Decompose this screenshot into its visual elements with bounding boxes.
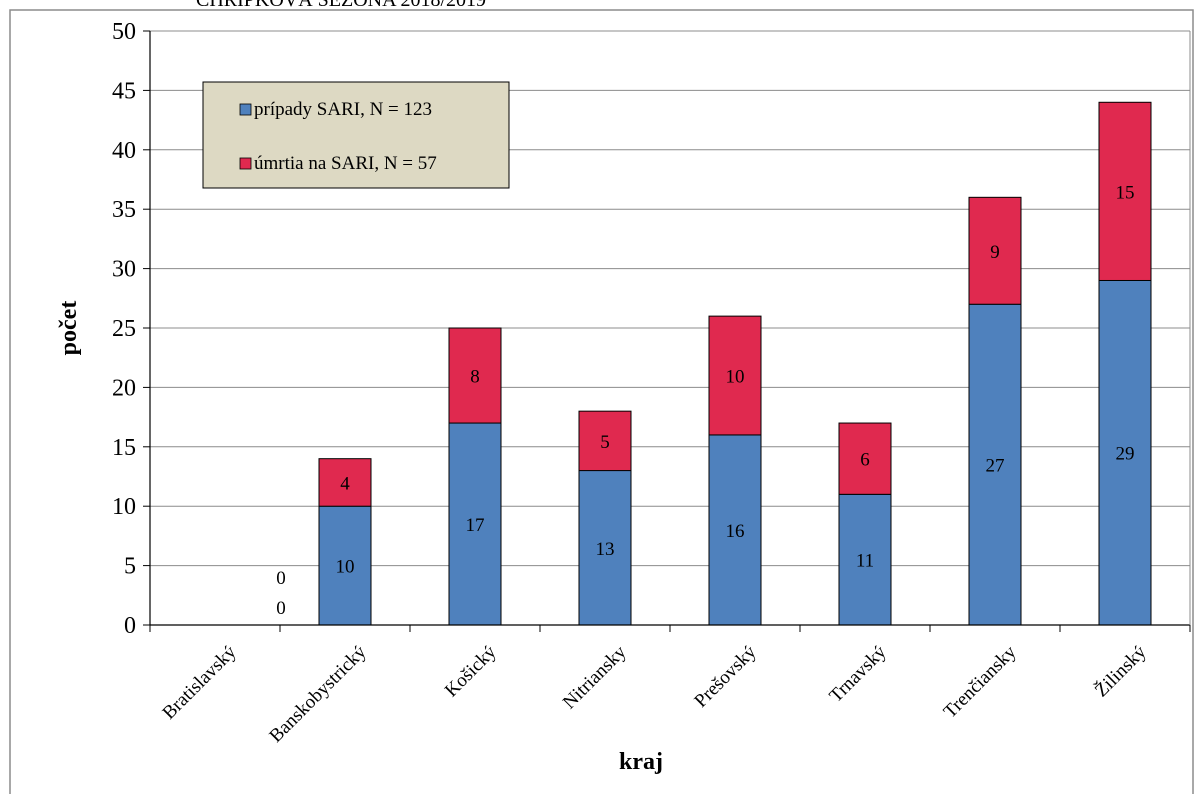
y-tick-label: 25: [112, 316, 136, 342]
legend-swatch-umrtia: [239, 157, 252, 170]
y-axis-title: počet: [56, 301, 82, 356]
bar-pripady: [968, 303, 1022, 626]
bar-pripady: [448, 422, 502, 626]
y-tick-label: 45: [112, 78, 136, 104]
legend-label-pripady: prípady SARI, N = 123: [254, 99, 432, 120]
y-tick-label: 40: [112, 138, 136, 164]
bar-umrtia: [448, 327, 502, 424]
data-label-umrtia: 9: [990, 242, 1000, 263]
data-labels: 0 0 10 4 17 8 13 5 16 10 11 6 27 9 29 15: [276, 182, 1134, 619]
data-label-pripady: 13: [596, 539, 615, 560]
y-tick-label: 30: [112, 257, 136, 283]
data-label-pripady: 27: [986, 456, 1005, 477]
data-label-pripady: 16: [726, 521, 745, 542]
bar-umrtia: [838, 422, 892, 495]
y-tick-label: 15: [112, 435, 136, 461]
bars: [318, 101, 1152, 626]
data-label-umrtia: 8: [470, 367, 480, 388]
legend-label-umrtia: úmrtia na SARI, N = 57: [254, 153, 437, 174]
y-tick-label: 35: [112, 197, 136, 223]
data-label-umrtia: 6: [860, 450, 870, 471]
chart-title: CHRÍPKOVÁ SEZÓNA 2018/2019: [196, 0, 486, 11]
data-label-umrtia: 4: [340, 473, 350, 494]
bar-pripady: [838, 493, 892, 626]
data-label-umrtia: 0: [276, 568, 286, 589]
y-tick-label: 20: [112, 375, 136, 401]
data-label-pripady: 10: [336, 557, 355, 578]
bar-umrtia: [578, 410, 632, 472]
y-tick-label: 5: [124, 554, 136, 580]
legend: prípady SARI, N = 123 úmrtia na SARI, N …: [202, 81, 510, 189]
y-tick-label: 10: [112, 494, 136, 520]
y-tick-label: 50: [112, 19, 136, 45]
data-label-pripady: 29: [1116, 444, 1135, 465]
legend-swatch-pripady: [239, 103, 252, 116]
data-label-umrtia: 10: [726, 367, 745, 388]
data-label-umrtia: 15: [1116, 182, 1135, 203]
bar-pripady: [318, 505, 372, 626]
x-axis-title: kraj: [619, 749, 663, 775]
y-tick-label: 0: [124, 613, 136, 639]
bar-umrtia: [968, 196, 1022, 305]
data-label-pripady: 0: [276, 598, 286, 619]
data-label-umrtia: 5: [600, 432, 610, 453]
bar-umrtia: [1098, 101, 1152, 281]
bar-pripady: [708, 434, 762, 626]
bar-pripady: [578, 470, 632, 626]
bar-umrtia: [708, 315, 762, 436]
data-label-pripady: 11: [856, 551, 874, 572]
legend-box: [202, 81, 510, 189]
data-label-pripady: 17: [466, 515, 485, 536]
bar-umrtia: [318, 458, 372, 507]
